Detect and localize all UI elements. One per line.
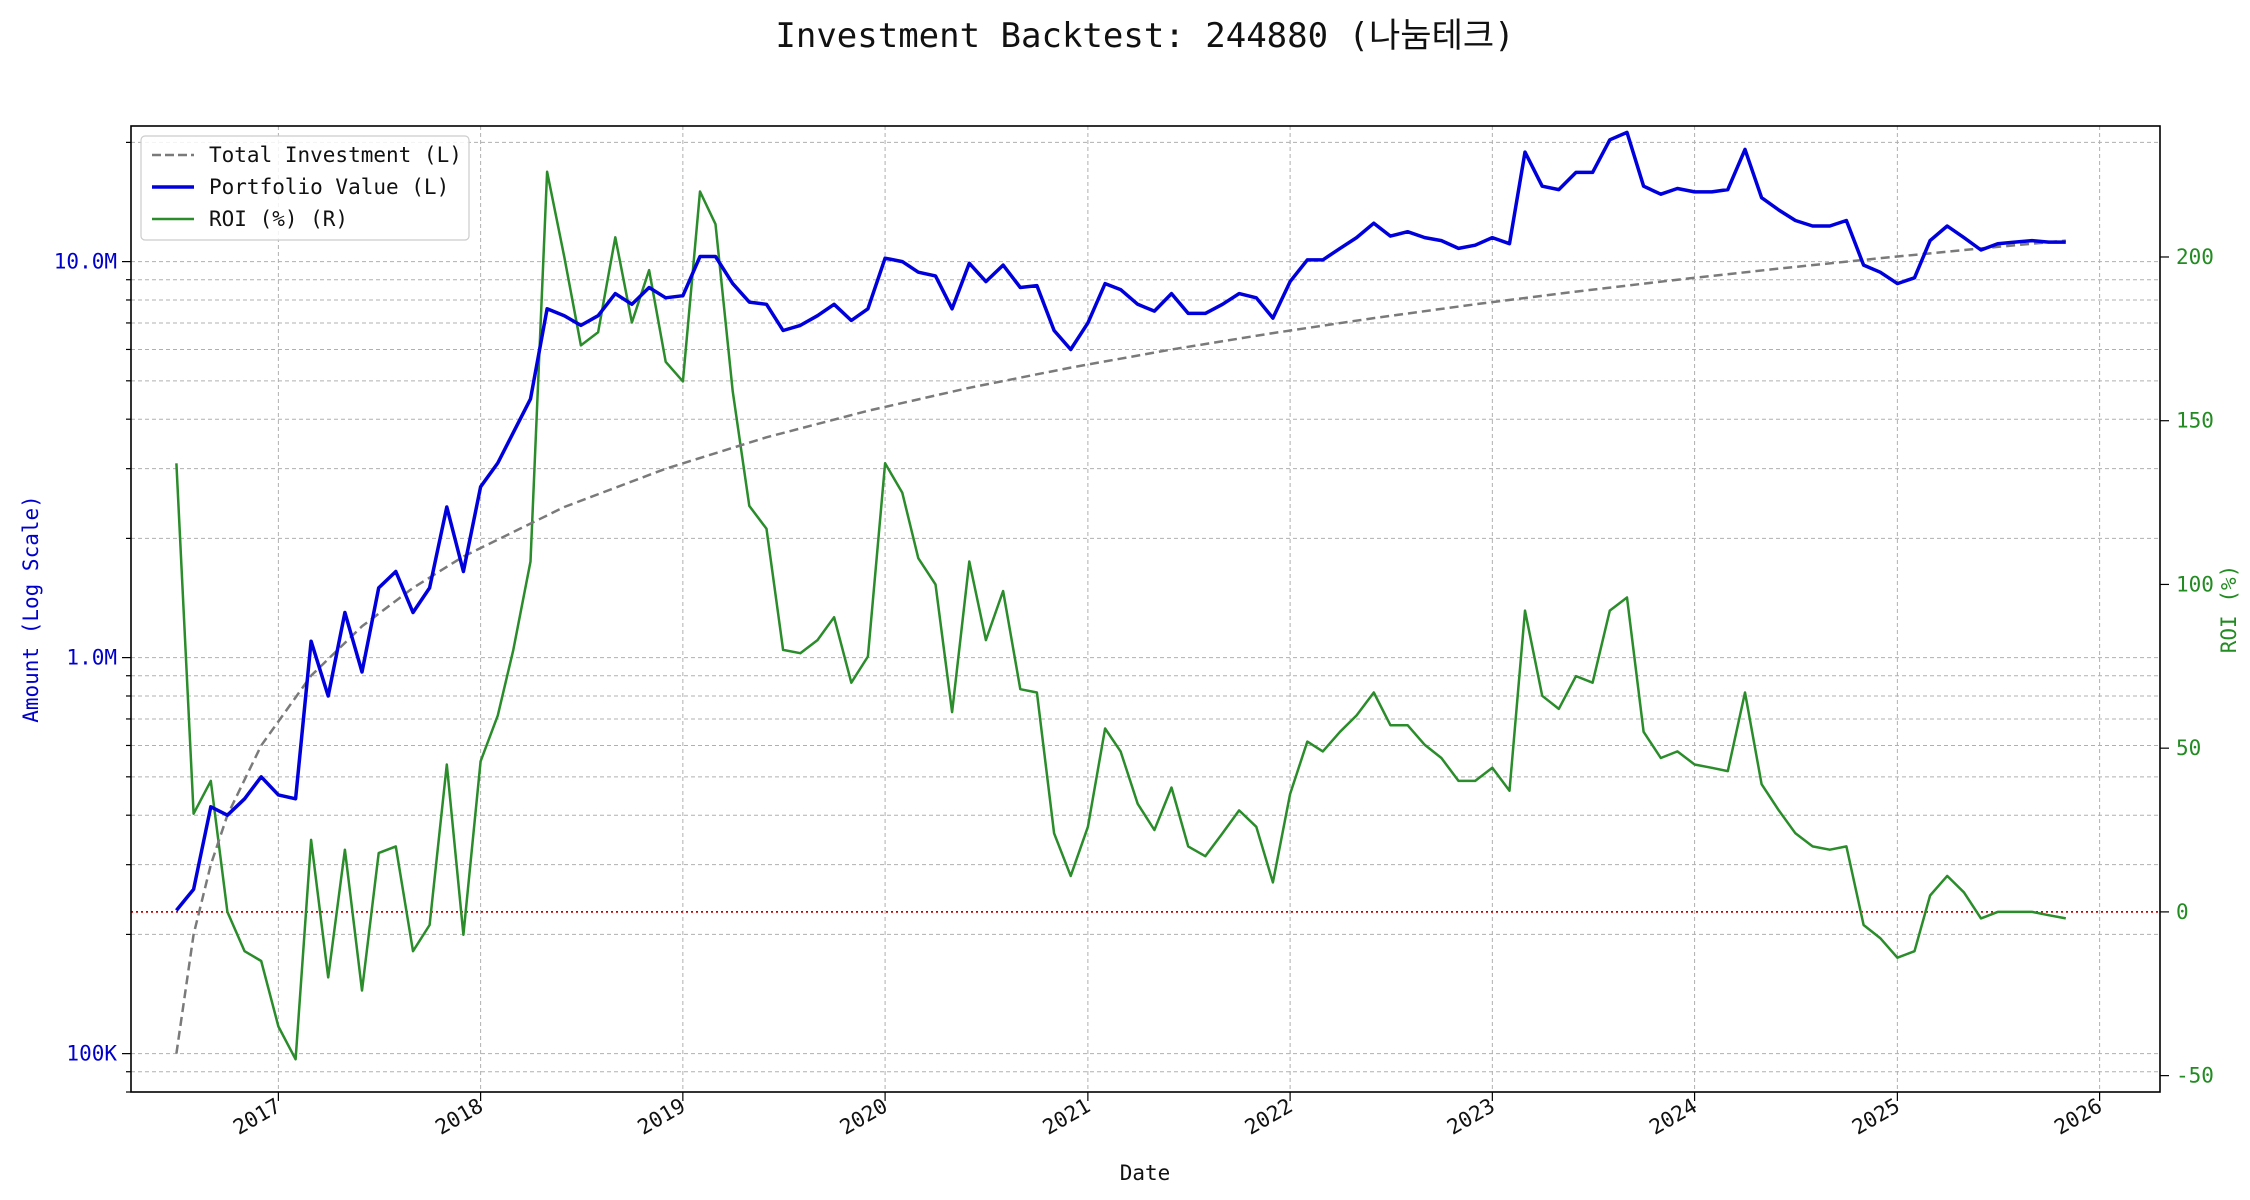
left-axis-label: Amount (Log Scale) (19, 495, 43, 723)
legend-label-portfolio-value: Portfolio Value (L) (209, 175, 449, 199)
x-tick-label: 2018 (431, 1094, 487, 1140)
left-axis-ticks: 100K 1.0M 10.0M (54, 141, 131, 1093)
x-tick-label: 2020 (836, 1094, 892, 1140)
series-lines (175, 130, 2067, 1061)
right-axis-label: ROI (%) (2217, 565, 2241, 654)
left-tick-label: 10.0M (54, 250, 117, 274)
series-line-roi (175, 170, 2067, 1061)
x-axis-label: Date (1120, 1161, 1171, 1185)
legend-label-total-investment: Total Investment (L) (209, 143, 462, 167)
left-tick-label: 1.0M (66, 646, 117, 670)
legend: Total Investment (L) Portfolio Value (L)… (140, 135, 470, 241)
legend-label-roi: ROI (%) (R) (209, 207, 348, 231)
left-tick-label: 100K (66, 1042, 117, 1066)
right-tick-label: -50 (2176, 1064, 2214, 1088)
x-axis-ticks: 2017 2018 2019 2020 2021 2022 2023 2024 2025 2026 (229, 1092, 2106, 1140)
x-tick-label: 2024 (1645, 1094, 1701, 1140)
series-line-portfolio (175, 130, 2066, 912)
plot-frame (130, 125, 2161, 1093)
right-axis-ticks: -50 0 50 100 150 200 (2160, 245, 2214, 1088)
x-tick-label: 2021 (1039, 1094, 1095, 1140)
series-line-total (175, 239, 2066, 1054)
chart-title: Investment Backtest: 244880 (나눔테크) (775, 16, 1514, 56)
legend-box (140, 135, 470, 241)
right-tick-label: 150 (2176, 409, 2214, 433)
grid-lines (131, 126, 2160, 1093)
x-tick-label: 2025 (1848, 1094, 1904, 1140)
right-tick-label: 50 (2176, 736, 2201, 760)
x-tick-label: 2023 (1443, 1094, 1499, 1140)
right-tick-label: 200 (2176, 245, 2214, 269)
x-tick-label: 2017 (229, 1094, 285, 1140)
right-tick-label: 0 (2176, 900, 2189, 924)
x-tick-label: 2026 (2050, 1094, 2106, 1140)
x-tick-label: 2022 (1241, 1094, 1297, 1140)
right-tick-label: 100 (2176, 572, 2214, 596)
x-tick-label: 2019 (634, 1094, 690, 1140)
